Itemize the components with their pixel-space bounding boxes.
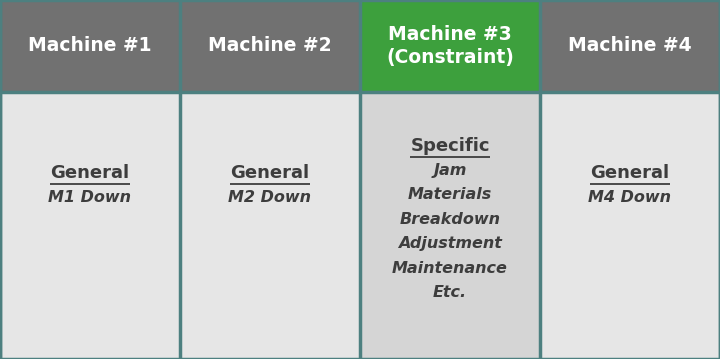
Text: M1 Down: M1 Down	[48, 190, 132, 205]
Text: Machine #3
(Constraint): Machine #3 (Constraint)	[386, 25, 514, 67]
Text: M4 Down: M4 Down	[588, 190, 672, 205]
Text: Machine #1: Machine #1	[28, 36, 152, 55]
Text: Specific: Specific	[410, 137, 490, 155]
Text: M2 Down: M2 Down	[228, 190, 312, 205]
Text: General: General	[590, 164, 670, 182]
Text: General: General	[50, 164, 130, 182]
Bar	[540, 92, 720, 359]
Text: Jam: Jam	[433, 163, 467, 178]
Text: Adjustment: Adjustment	[398, 236, 502, 251]
Bar	[540, 0, 720, 92]
Text: Machine #4: Machine #4	[568, 36, 692, 55]
Text: Machine #2: Machine #2	[208, 36, 332, 55]
Bar	[180, 92, 360, 359]
Bar	[180, 0, 360, 92]
Text: Materials: Materials	[408, 187, 492, 202]
Bar	[0, 0, 180, 92]
Text: Etc.: Etc.	[433, 285, 467, 300]
Bar	[0, 92, 180, 359]
Bar	[360, 0, 540, 92]
Bar	[360, 92, 540, 359]
Text: Breakdown: Breakdown	[400, 212, 500, 227]
Text: Maintenance: Maintenance	[392, 261, 508, 276]
Text: General: General	[230, 164, 310, 182]
